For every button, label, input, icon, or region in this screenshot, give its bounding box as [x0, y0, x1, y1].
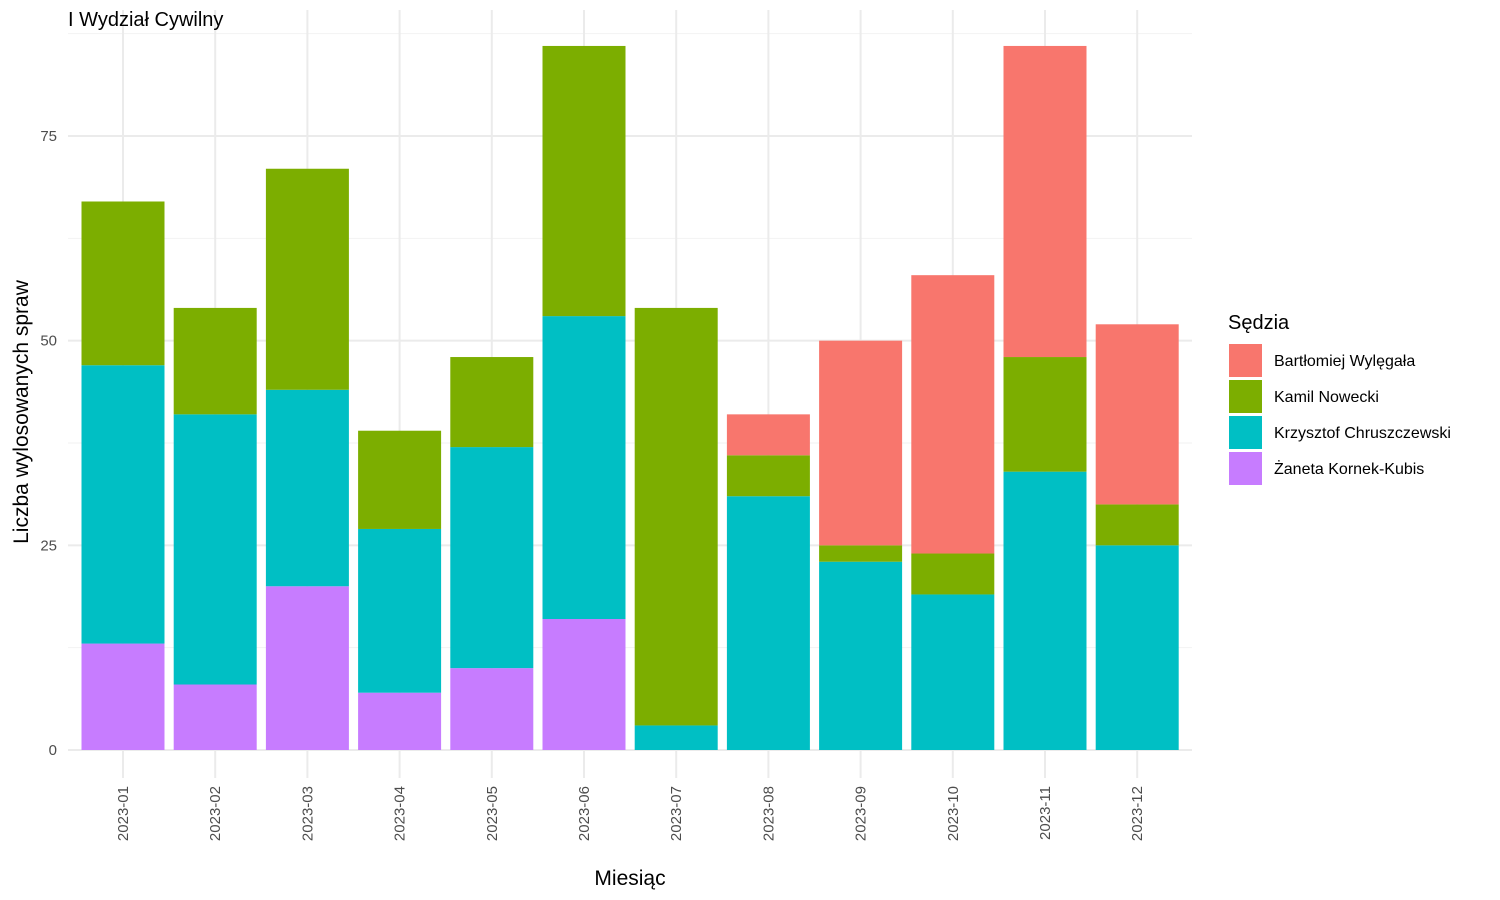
x-tick-label: 2023-07: [668, 786, 685, 841]
bar-segment: [911, 275, 995, 554]
bar-segment: [634, 725, 718, 750]
bar-segment: [81, 365, 165, 644]
x-tick-label: 2023-11: [1037, 786, 1054, 840]
bar-segment: [726, 414, 810, 456]
x-tick-label: 2023-10: [945, 786, 962, 841]
legend-key: [1229, 344, 1262, 377]
bar-segment: [911, 594, 995, 750]
bar-segment: [1095, 504, 1179, 546]
bar-segment: [634, 307, 718, 726]
bar-segment: [1095, 324, 1179, 505]
legend-label: Krzysztof Chruszczewski: [1274, 425, 1451, 442]
y-tick-label: 75: [40, 128, 57, 145]
bar-segment: [819, 561, 903, 750]
bar-segment: [726, 455, 810, 497]
bars: [81, 45, 1179, 750]
bar-segment: [81, 201, 165, 366]
bar-segment: [819, 545, 903, 562]
y-tick-label: 25: [40, 537, 57, 554]
bar-segment: [173, 414, 257, 685]
legend: Sędzia Bartłomiej Wylęgała Kamil Nowecki K…: [1228, 312, 1451, 485]
x-tick-label: 2023-05: [484, 786, 501, 841]
x-tick-label: 2023-02: [207, 786, 224, 841]
bar-segment: [1003, 471, 1087, 750]
bar-segment: [542, 316, 626, 620]
legend-key: [1229, 416, 1262, 449]
bar-segment: [1003, 357, 1087, 472]
bar-segment: [450, 668, 534, 750]
bar-segment: [358, 430, 442, 529]
legend-title: Sędzia: [1228, 312, 1290, 334]
legend-label: Kamil Nowecki: [1274, 389, 1379, 406]
y-axis-title: Liczba wylosowanych spraw: [10, 279, 33, 544]
bar-segment: [173, 684, 257, 750]
bar-segment: [265, 389, 349, 587]
x-tick-label: 2023-12: [1129, 786, 1146, 841]
bar-segment: [450, 357, 534, 448]
y-tick-labels: 0 25 50 75: [40, 128, 57, 759]
bar-segment: [1095, 545, 1179, 750]
bar-segment: [81, 643, 165, 750]
bar-segment: [358, 692, 442, 750]
x-tick-label: 2023-01: [115, 786, 132, 841]
x-tick-label: 2023-09: [853, 786, 870, 841]
legend-label: Bartłomiej Wylęgała: [1274, 353, 1415, 370]
x-tick-label: 2023-08: [760, 786, 777, 841]
chart-title: I Wydział Cywilny: [68, 9, 223, 31]
bar-segment: [265, 168, 349, 390]
bar-segment: [726, 496, 810, 750]
x-tick-label: 2023-03: [299, 786, 316, 841]
bar-segment: [173, 307, 257, 415]
x-tick-labels: 2023-01 2023-02 2023-03 2023-04 2023-05 2023-…: [115, 786, 1146, 841]
x-axis-title: Miesiąc: [594, 867, 665, 890]
bar-segment: [450, 447, 534, 669]
x-tick-label: 2023-06: [576, 786, 593, 841]
bar-segment: [542, 45, 626, 317]
y-tick-label: 0: [49, 742, 57, 759]
legend-items: Bartłomiej Wylęgała Kamil Nowecki Krzyszto…: [1229, 344, 1451, 485]
x-tick-label: 2023-04: [392, 786, 409, 841]
legend-key: [1229, 380, 1262, 413]
legend-label: Żaneta Kornek-Kubis: [1274, 459, 1424, 478]
bar-segment: [1003, 45, 1087, 358]
y-tick-label: 50: [40, 333, 57, 350]
bar-segment: [542, 619, 626, 750]
bar-segment: [911, 553, 995, 595]
legend-key: [1229, 452, 1262, 485]
bar-segment: [358, 528, 442, 693]
bar-segment: [819, 340, 903, 546]
bar-segment: [265, 586, 349, 750]
